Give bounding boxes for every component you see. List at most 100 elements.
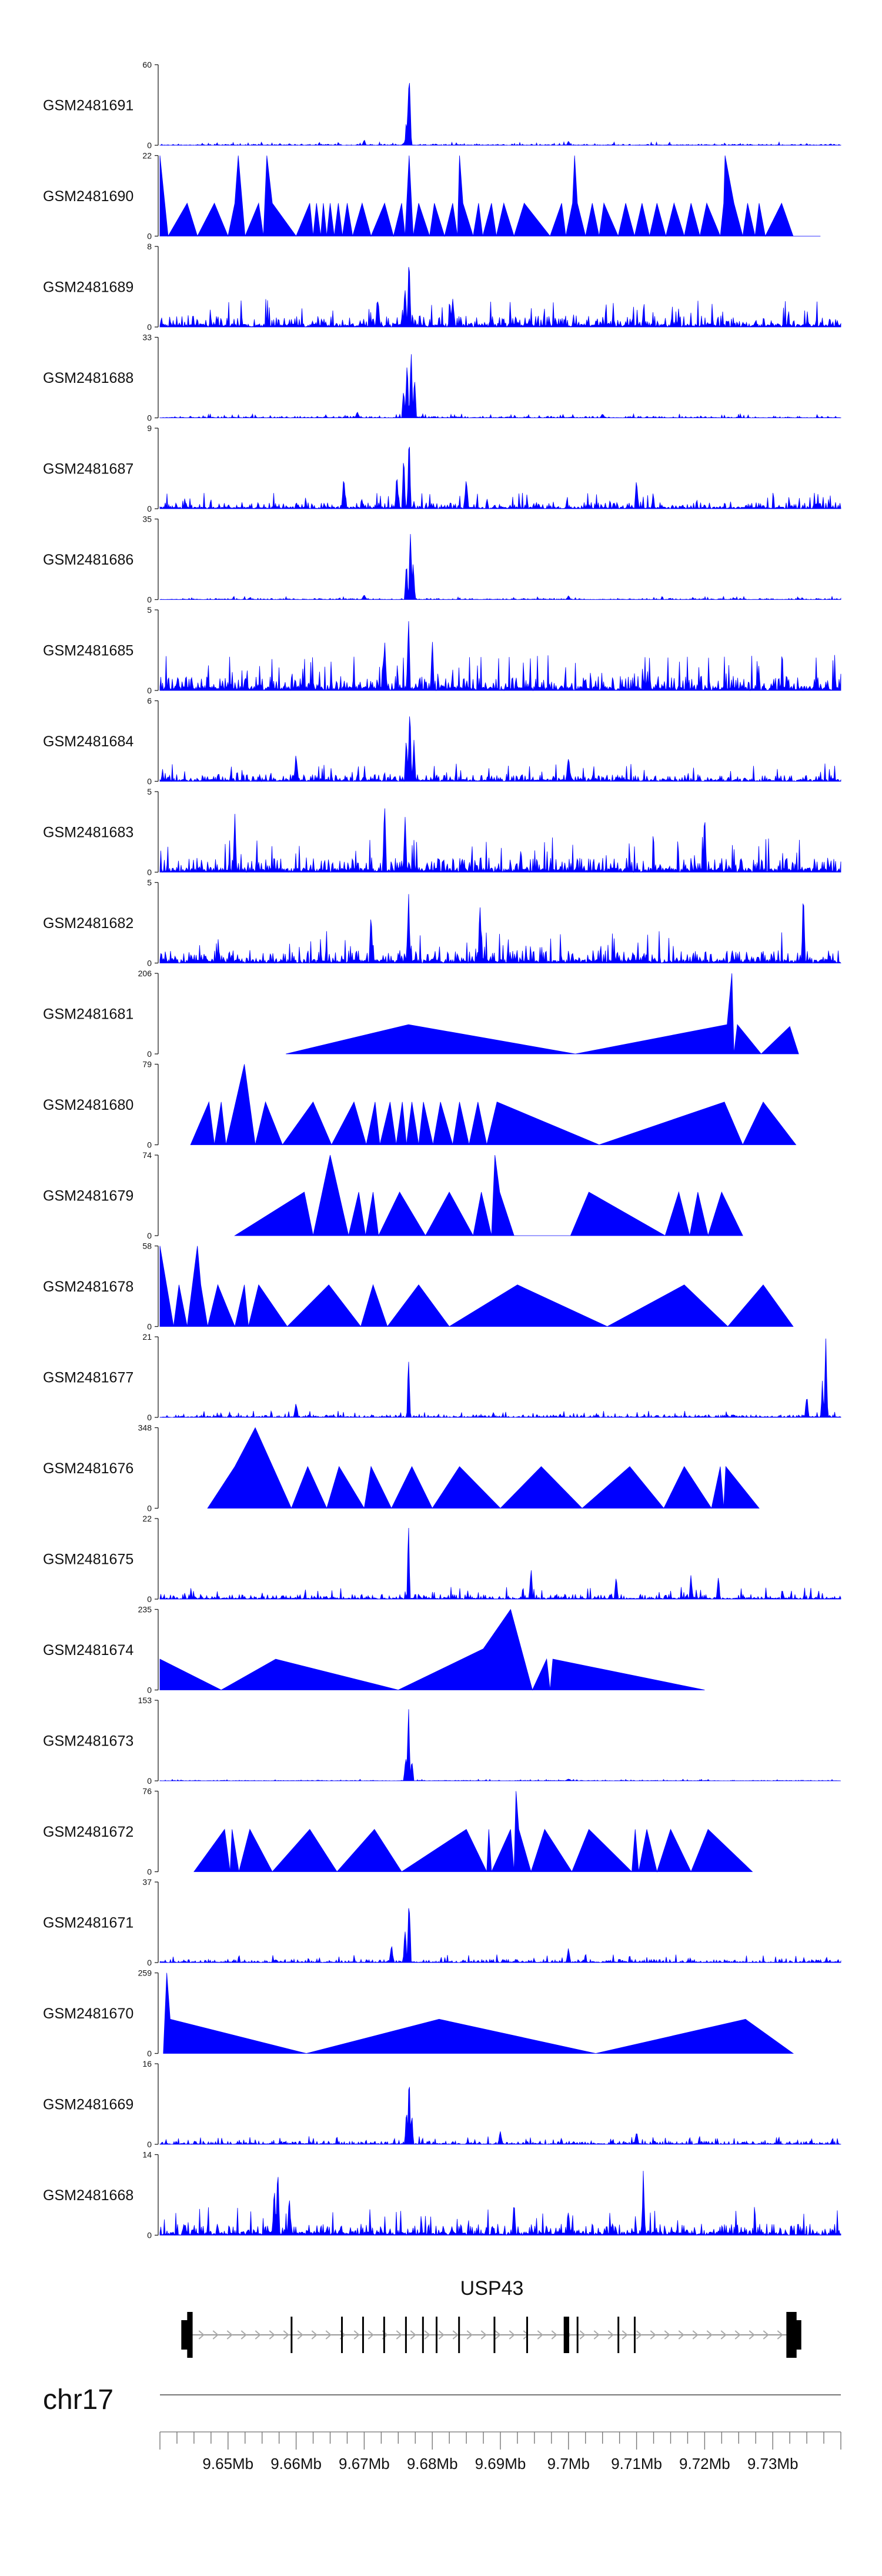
exon	[617, 2317, 620, 2353]
y-zero-label: 0	[147, 1140, 152, 1150]
y-max-label: 259	[138, 1968, 152, 1978]
exon	[633, 2317, 636, 2353]
track-label: GSM2481690	[43, 188, 133, 205]
strand-arrow	[763, 2330, 769, 2340]
track-label: GSM2481669	[43, 2097, 133, 2113]
strand-arrow	[537, 2330, 543, 2340]
y-zero-label: 0	[147, 1231, 152, 1240]
exon-end-block	[793, 2320, 801, 2350]
y-max-label: 5	[147, 605, 152, 615]
gene-track: USP43	[181, 2277, 801, 2358]
y-max-label: 35	[142, 515, 152, 524]
exon	[362, 2317, 364, 2353]
strand-arrow	[622, 2330, 628, 2340]
signal-area	[159, 1908, 841, 1964]
strand-arrow	[424, 2330, 430, 2340]
track-label: GSM2481672	[43, 1824, 133, 1840]
strand-arrow	[650, 2330, 656, 2340]
y-max-label: 33	[142, 333, 152, 342]
track-label: GSM2481683	[43, 825, 133, 841]
signal-area	[193, 1791, 753, 1873]
strand-arrow	[734, 2330, 741, 2340]
signal-area	[159, 1609, 705, 1691]
y-max-label: 9	[147, 423, 152, 433]
strand-arrow	[353, 2330, 360, 2340]
strand-arrow	[579, 2330, 586, 2340]
track-label: GSM2481688	[43, 370, 133, 386]
y-zero-label: 0	[147, 1049, 152, 1059]
y-zero-label: 0	[147, 141, 152, 150]
y-zero-label: 0	[147, 1322, 152, 1332]
signal-area	[190, 1064, 797, 1146]
exon	[290, 2317, 293, 2353]
track-label: GSM2481677	[43, 1370, 133, 1386]
signal-area	[159, 894, 841, 964]
track-label: GSM2481689	[43, 279, 133, 296]
track-GSM2481683: GSM2481683 5 0	[43, 787, 841, 877]
y-zero-label: 0	[147, 1413, 152, 1422]
track-GSM2481690: GSM2481690 22 0	[43, 151, 821, 241]
track-GSM2481677: GSM2481677 21 0	[43, 1332, 841, 1422]
gene-name-label: USP43	[460, 2277, 524, 2300]
track-GSM2481673: GSM2481673 153 0	[43, 1696, 841, 1786]
y-max-label: 79	[142, 1060, 152, 1069]
signal-area	[159, 716, 841, 782]
y-max-label: 6	[147, 696, 152, 706]
x-tick-label: 9.7Mb	[547, 2455, 590, 2472]
track-GSM2481691: GSM2481691 60 0	[43, 60, 841, 150]
x-tick-label: 9.69Mb	[475, 2455, 526, 2472]
y-max-label: 235	[138, 1605, 152, 1614]
exon	[435, 2317, 437, 2353]
signal-area	[286, 973, 799, 1055]
signal-area	[207, 1427, 760, 1509]
strand-arrow	[311, 2330, 318, 2340]
track-label: GSM2481670	[43, 2006, 133, 2022]
track-GSM2481670: GSM2481670 259 0	[43, 1968, 794, 2058]
strand-arrow	[720, 2330, 727, 2340]
signal-area	[159, 446, 841, 510]
x-tick-label: 9.72Mb	[679, 2455, 730, 2472]
track-GSM2481685: GSM2481685 5 0	[43, 605, 841, 695]
strand-arrow	[749, 2330, 755, 2340]
track-label: GSM2481681	[43, 1006, 133, 1023]
x-tick-label: 9.68Mb	[407, 2455, 458, 2472]
signal-area	[159, 808, 841, 873]
exon-start-block	[181, 2320, 189, 2350]
strand-arrow	[636, 2330, 642, 2340]
strand-arrow	[452, 2330, 459, 2340]
strand-arrow	[777, 2330, 783, 2340]
y-max-label: 58	[142, 1242, 152, 1251]
strand-arrow	[255, 2330, 261, 2340]
track-label: GSM2481676	[43, 1460, 133, 1477]
exon	[341, 2317, 343, 2353]
track-label: GSM2481674	[43, 1642, 133, 1659]
strand-arrow	[692, 2330, 699, 2340]
track-GSM2481681: GSM2481681 206 0	[43, 969, 799, 1059]
track-label: GSM2481684	[43, 733, 133, 750]
strand-arrow	[509, 2330, 515, 2340]
signal-area	[163, 1973, 794, 2054]
signal-area	[234, 1154, 743, 1237]
exon	[493, 2317, 496, 2353]
y-max-label: 153	[138, 1696, 152, 1705]
track-GSM2481682: GSM2481682 5 0	[43, 878, 841, 968]
track-label: GSM2481685	[43, 643, 133, 659]
track-GSM2481686: GSM2481686 35 0	[43, 515, 841, 605]
y-max-label: 76	[142, 1787, 152, 1796]
y-zero-label: 0	[147, 2140, 152, 2149]
exon	[458, 2317, 460, 2353]
strand-arrow	[466, 2330, 473, 2340]
strand-arrow	[706, 2330, 713, 2340]
track-GSM2481679: GSM2481679 74 0	[43, 1150, 743, 1240]
track-GSM2481668: GSM2481668 14 0	[43, 2150, 841, 2240]
track-GSM2481678: GSM2481678 58 0	[43, 1242, 794, 1332]
strand-arrow	[212, 2330, 219, 2340]
y-max-label: 74	[142, 1150, 152, 1160]
chromosome-label: chr17	[43, 2384, 113, 2415]
exon	[576, 2317, 579, 2353]
y-zero-label: 0	[147, 322, 152, 332]
y-max-label: 22	[142, 151, 152, 161]
signal-area	[159, 354, 841, 419]
strand-arrow	[607, 2330, 614, 2340]
